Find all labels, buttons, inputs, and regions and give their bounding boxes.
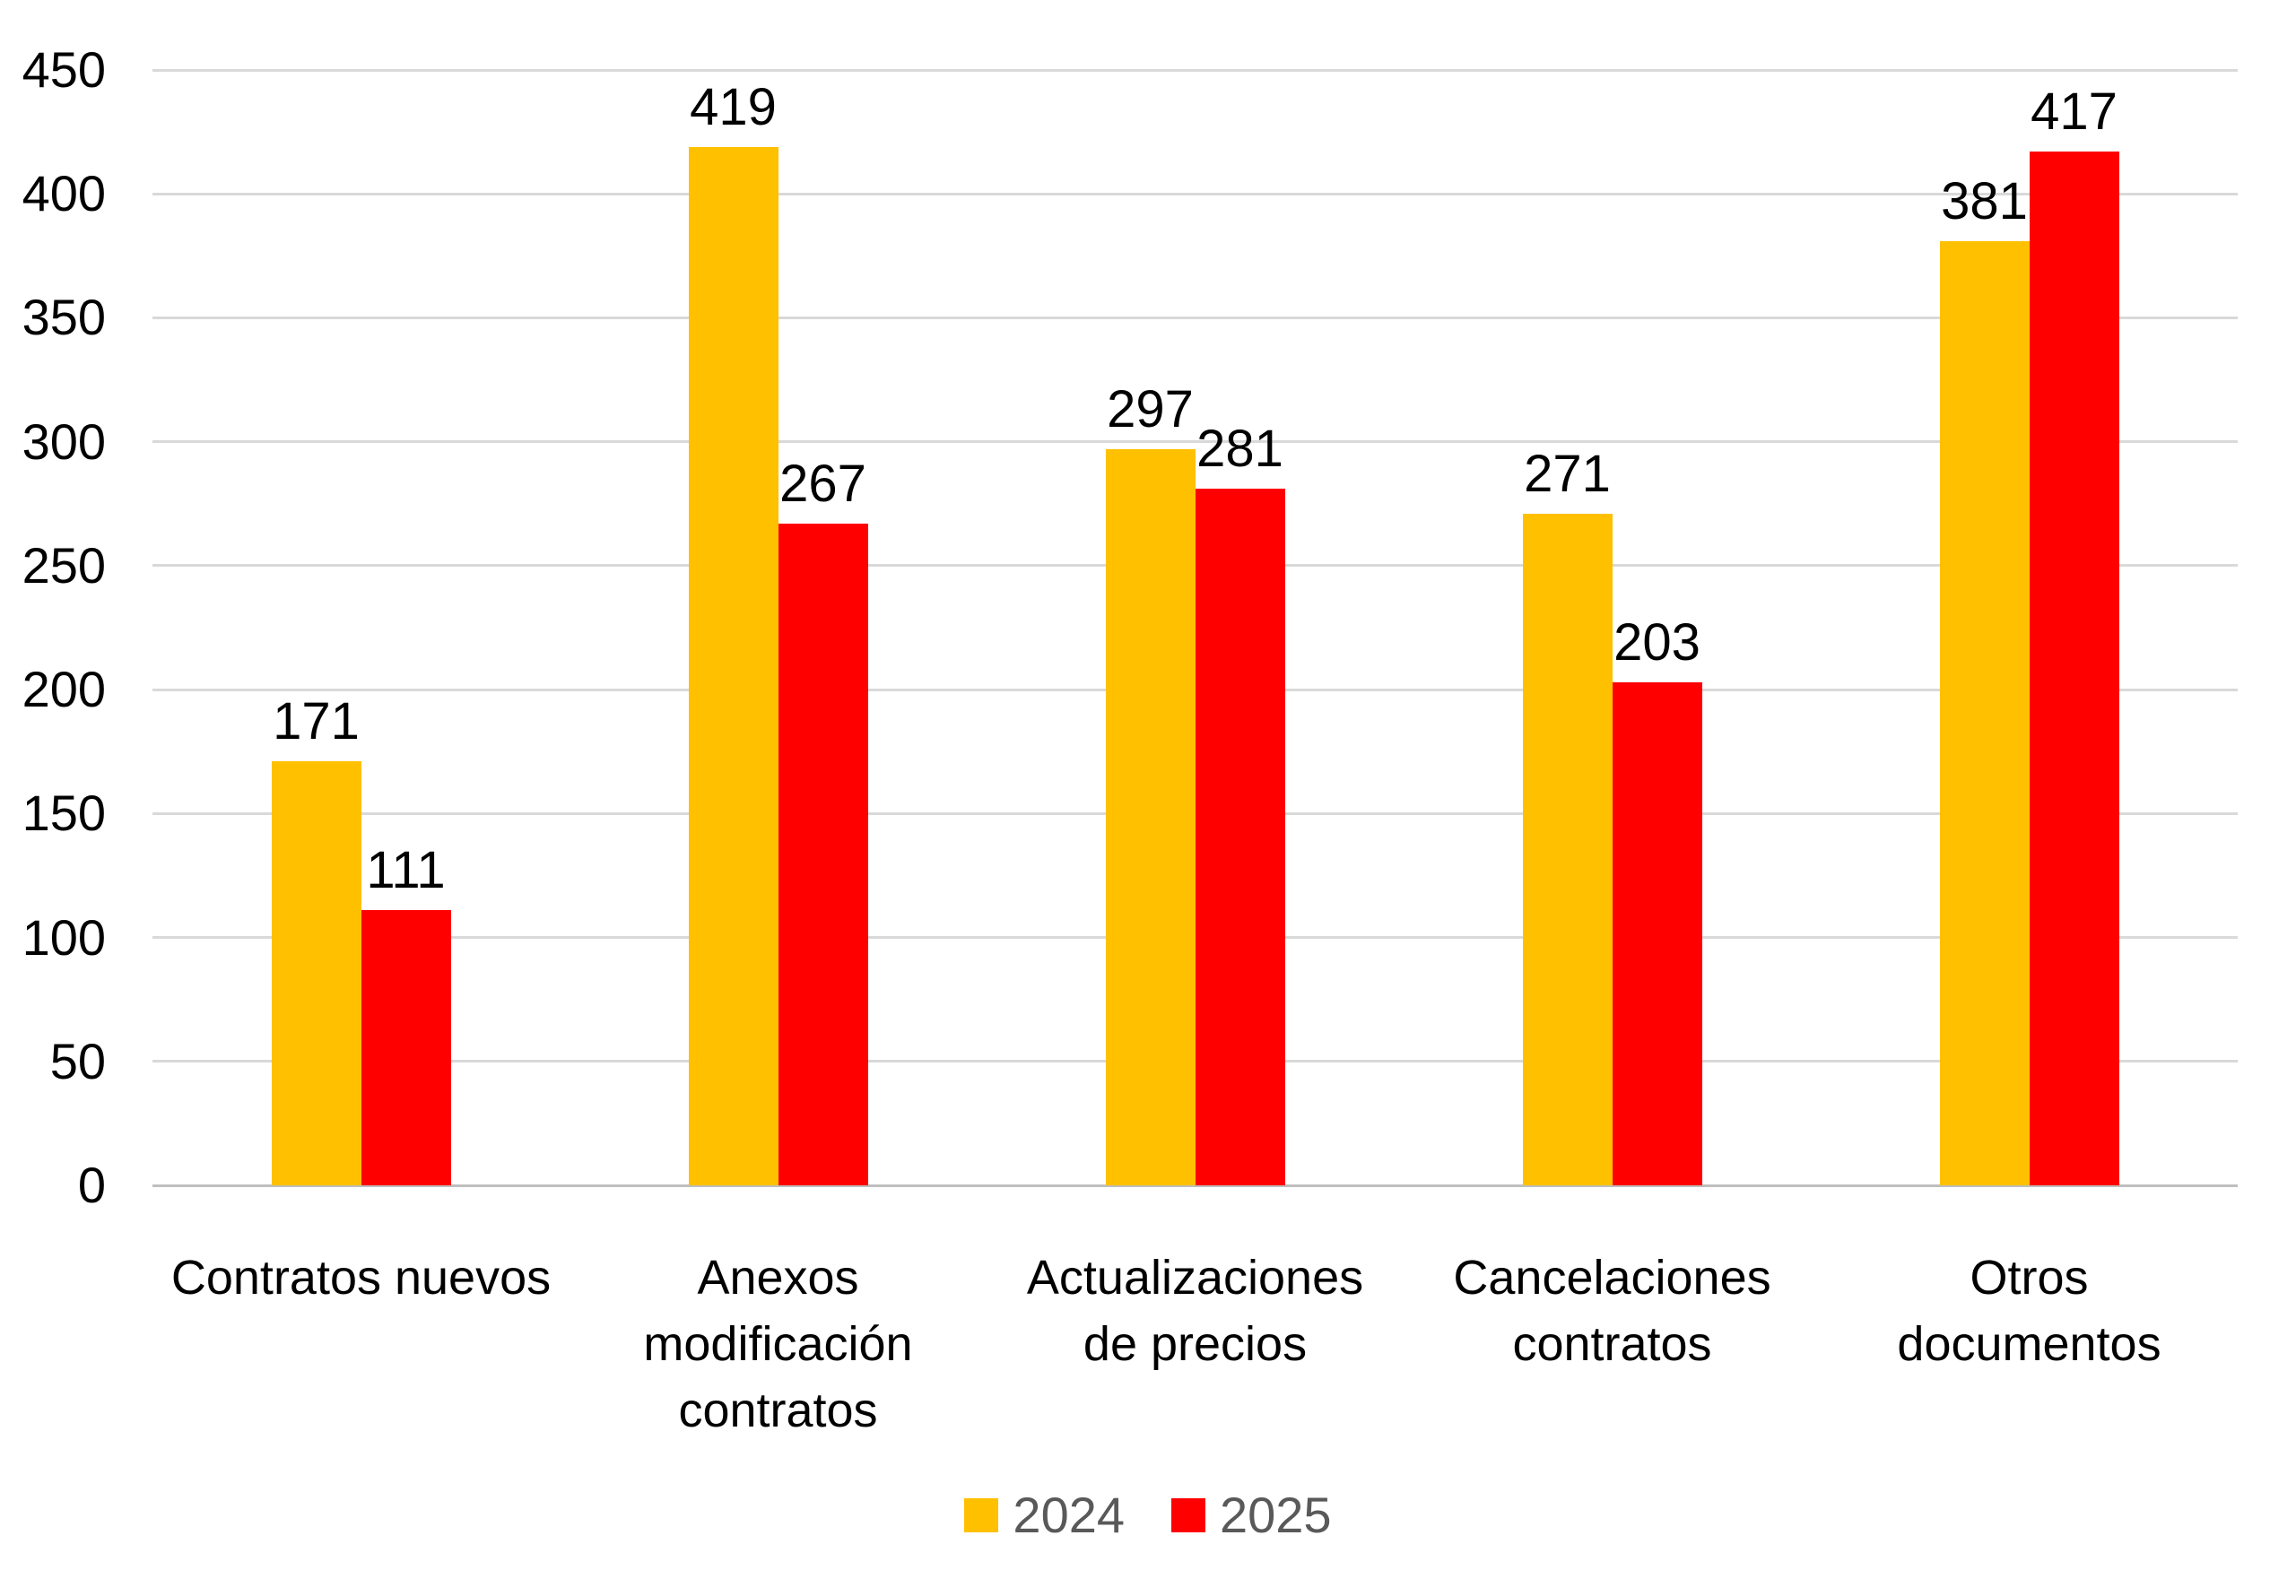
category-label-line: contratos — [678, 1383, 878, 1437]
y-axis-tick-label: 450 — [22, 41, 106, 98]
data-label-2024-4: 271 — [1524, 444, 1611, 503]
data-label-2024-2: 419 — [690, 77, 777, 136]
category-label-line: de precios — [1083, 1317, 1308, 1371]
y-axis-tick-label: 200 — [22, 661, 106, 718]
category-label-line: documentos — [1897, 1317, 2161, 1371]
data-label-2025-1: 111 — [366, 841, 446, 900]
y-axis-tick-label: 350 — [22, 289, 106, 346]
category-label-line: modificación — [643, 1317, 913, 1371]
data-label-2025-2: 267 — [779, 454, 866, 513]
y-axis-tick-label: 150 — [22, 785, 106, 842]
bar-2025-4 — [1612, 681, 1702, 1185]
bar-2024-4 — [1522, 513, 1613, 1185]
bar-2025-3 — [1195, 489, 1285, 1185]
y-axis-tick-label: 100 — [22, 908, 106, 966]
y-axis-tick-label: 400 — [22, 165, 106, 222]
y-axis-tick-label: 50 — [49, 1032, 106, 1089]
legend-item-2024: 2024 — [964, 1488, 1125, 1542]
category-label-line: Otros — [1970, 1251, 2089, 1305]
category-label-line: Actualizaciones — [1026, 1251, 1364, 1305]
bar-2025-5 — [2029, 152, 2119, 1185]
bar-2024-1 — [271, 761, 361, 1185]
legend-swatch-2024 — [964, 1498, 999, 1532]
gridline-450 — [152, 68, 2238, 72]
category-label-2: Anexos modificación contratos — [583, 1245, 973, 1444]
legend-label-2024: 2024 — [1013, 1487, 1125, 1543]
category-label-line: Contratos nuevos — [170, 1251, 552, 1305]
data-label-2024-3: 297 — [1107, 379, 1194, 438]
category-label-line: Cancelaciones — [1453, 1251, 1771, 1305]
data-label-2024-5: 381 — [1941, 171, 2028, 230]
y-axis-tick-label: 250 — [22, 536, 106, 594]
category-label-line: contratos — [1512, 1317, 1712, 1371]
data-label-2025-3: 281 — [1196, 420, 1283, 479]
gridline-300 — [152, 440, 2238, 444]
category-label-3: Actualizaciones de precios — [1000, 1245, 1390, 1377]
legend-swatch-2025 — [1171, 1498, 1205, 1532]
bar-2024-5 — [1939, 240, 2030, 1185]
data-label-2025-5: 417 — [2031, 82, 2118, 142]
legend-item-2025: 2025 — [1171, 1488, 1332, 1542]
bar-2025-1 — [361, 910, 451, 1185]
bar-2024-3 — [1105, 448, 1196, 1185]
category-label-4: Cancelaciones contratos — [1417, 1245, 1807, 1377]
data-label-2025-4: 203 — [1613, 612, 1700, 672]
gridline-400 — [152, 192, 2238, 195]
bar-2024-2 — [688, 146, 778, 1185]
data-label-2024-1: 171 — [273, 692, 360, 751]
legend: 2024 2025 — [0, 1488, 2296, 1542]
category-label-1: Contratos nuevos — [166, 1245, 556, 1311]
category-label-5: Otros documentos — [1834, 1245, 2224, 1377]
category-label-line: Anexos — [697, 1251, 859, 1305]
legend-label-2025: 2025 — [1220, 1487, 1332, 1543]
gridline-350 — [152, 316, 2238, 319]
y-axis-tick-label: 300 — [22, 412, 106, 470]
gridline-0 — [152, 1184, 2238, 1187]
bar-2025-2 — [778, 523, 868, 1185]
y-axis-tick-label: 0 — [77, 1157, 106, 1213]
